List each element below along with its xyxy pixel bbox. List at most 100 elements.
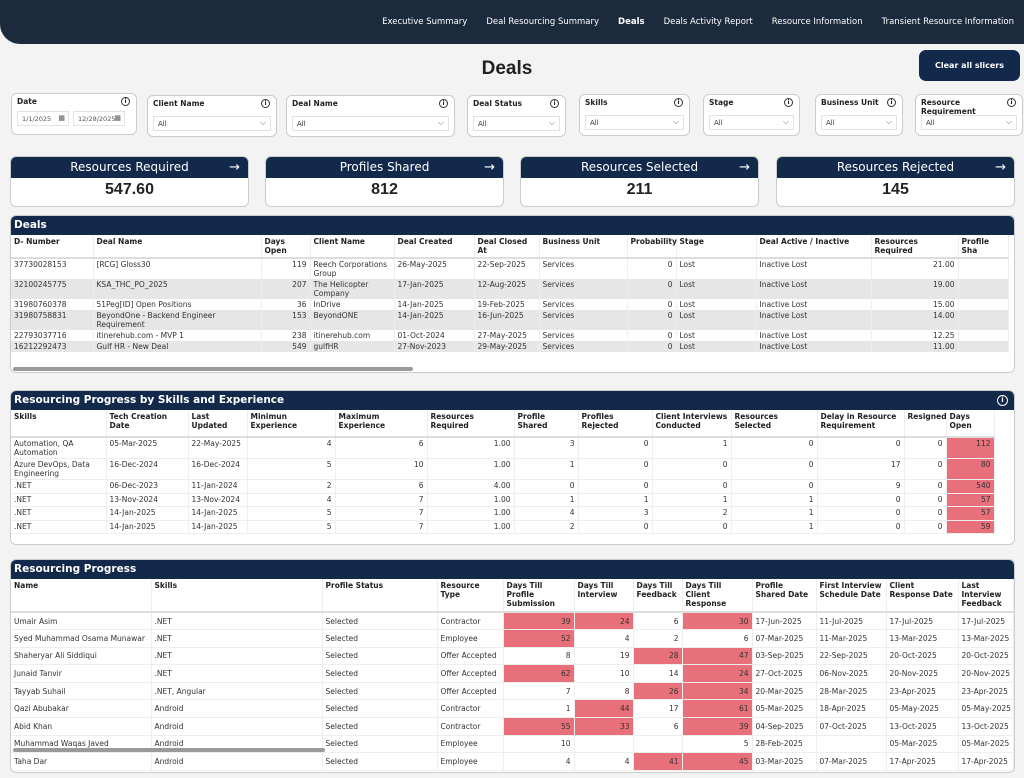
table-row[interactable]: .NET 13-Nov-2024 13-Nov-2024 4 7 1.00 1 1 1 1 0 0 57 [11, 493, 995, 507]
horizontal-scrollbar[interactable] [13, 367, 413, 371]
column-header[interactable]: Skills [11, 410, 107, 438]
table-cell: 0 [627, 310, 677, 330]
column-header[interactable]: Client Name [310, 235, 395, 259]
column-header[interactable]: Days Till Profile Submission [503, 579, 575, 613]
column-header[interactable]: Deal Active / Inactive [756, 235, 872, 259]
table-cell: Contractor [437, 717, 504, 736]
table-row[interactable]: Abid Khan Android Selected Contractor 55 33 6 3… [11, 717, 1014, 736]
column-header[interactable]: Days Till Client Response [682, 579, 753, 613]
column-header[interactable]: Maximum Experience [335, 410, 428, 438]
column-header[interactable]: Probability [627, 235, 677, 259]
table-cell: 14 [633, 664, 683, 683]
nav-tab[interactable]: Transient Resource Information [881, 17, 1014, 27]
column-header[interactable]: Resources Required [427, 410, 515, 438]
info-icon[interactable]: i [887, 98, 896, 107]
column-header[interactable]: First Interview Schedule Date [816, 579, 887, 613]
table-row[interactable]: Taha Dar Android Selected Employee 4 4 41 45 03-… [11, 752, 1014, 771]
column-header[interactable]: Stage [676, 235, 757, 259]
filter-dropdown[interactable]: All ⌵ [821, 115, 897, 130]
nav-tab[interactable]: Executive Summary [382, 17, 468, 27]
table-row[interactable]: Junaid Tanvir .NET Selected Offer Accepted 6… [11, 664, 1014, 683]
info-icon[interactable]: i [550, 99, 559, 108]
column-header[interactable]: Days Open [261, 235, 311, 259]
column-header[interactable]: Deal Closed At [474, 235, 540, 259]
info-icon[interactable]: i [784, 98, 793, 107]
info-icon[interactable]: i [674, 98, 683, 107]
nav-tab[interactable]: Deals Activity Report [663, 17, 753, 27]
table-row[interactable]: .NET 14-Jan-2025 14-Jan-2025 5 7 1.00 2 0 0 1 0 0 59 [11, 520, 995, 534]
filter-dropdown[interactable]: All ⌵ [709, 115, 794, 130]
column-header[interactable]: Client Response Date [886, 579, 959, 613]
column-header[interactable]: Days Till Feedback [633, 579, 683, 613]
column-header[interactable]: Days Till Interview [574, 579, 634, 613]
date-to-input[interactable]: 12/28/2025 ▦ [73, 111, 125, 126]
arrow-right-icon[interactable]: → [484, 160, 495, 175]
filter-dropdown[interactable]: All ⌵ [153, 116, 271, 131]
clear-all-slicers-button[interactable]: Clear all slicers [919, 50, 1020, 81]
filter-dropdown[interactable]: All ⌵ [292, 116, 449, 131]
column-header[interactable]: Minimun Experience [247, 410, 336, 438]
column-header[interactable]: Last Updated [188, 410, 248, 438]
column-header[interactable]: Client Interviews Conducted [652, 410, 732, 438]
table-row[interactable]: Tayyab Suhail .NET, Angular Selected Offer … [11, 682, 1014, 701]
calendar-icon[interactable]: ▦ [114, 114, 121, 122]
column-header[interactable]: Tech Creation Date [106, 410, 189, 438]
column-header[interactable]: Deal Name [93, 235, 262, 259]
horizontal-scrollbar[interactable] [13, 748, 325, 752]
column-header[interactable]: Profile Shared [514, 410, 579, 438]
column-header[interactable]: Resource Type [437, 579, 504, 613]
nav-tab[interactable]: Deals [618, 17, 645, 27]
info-icon[interactable]: i [1007, 98, 1016, 107]
table-cell: 1 [731, 520, 818, 534]
table-cell: 52 [503, 629, 575, 648]
table-row[interactable]: Qazi Abubakar Android Selected Contractor 1 4… [11, 699, 1014, 719]
filter-dropdown[interactable]: All ⌵ [585, 115, 684, 130]
nav-tab[interactable]: Resource Information [771, 17, 863, 27]
nav-tab[interactable]: Deal Resourcing Summary [486, 17, 600, 27]
column-header[interactable]: Profile Sha [958, 235, 1009, 259]
column-header[interactable]: Skills [151, 579, 323, 613]
table-row[interactable]: 22793037716 itinerehub.com - MVP 1 238 itin… [11, 330, 1009, 341]
table-row[interactable]: .NET 06-Dec-2023 11-Jan-2024 2 6 4.00 0 0 0 0 9 0 54… [11, 479, 995, 494]
filter-dropdown[interactable]: All ⌵ [921, 115, 1017, 130]
info-icon[interactable]: i [261, 99, 270, 108]
table-row[interactable]: 16212292473 Gulf HR - New Deal 549 gulfHR 27… [11, 341, 1009, 352]
column-header[interactable]: D- Number [11, 235, 94, 259]
skills-progress-title: Resourcing Progress by Skills and Experi… [14, 394, 285, 406]
column-header[interactable]: Resigned [904, 410, 947, 438]
arrow-right-icon[interactable]: → [229, 160, 240, 175]
column-header[interactable]: Business Unit [539, 235, 628, 259]
table-row[interactable]: 37730028153 [RCG] Gloss30 119 Reech Corpora… [11, 258, 1009, 279]
info-icon[interactable]: i [121, 97, 130, 106]
column-header[interactable]: Deal Created [394, 235, 475, 259]
table-row[interactable]: Syed Muhammad Osama Munawar .NET Selected E… [11, 629, 1014, 648]
column-header[interactable]: Profile Shared Date [752, 579, 817, 613]
column-header[interactable]: Profile Status [322, 579, 438, 613]
table-row[interactable]: 32100245775 KSA_THC_PO_2025 207 The Helicop… [11, 279, 1009, 299]
table-row[interactable]: Automation, QA Automation 05-Mar-2025 22-M… [11, 437, 995, 459]
table-row[interactable]: 31980758831 BeyondOne - Backend Engineer … [11, 310, 1009, 330]
column-header[interactable]: Last Interview Feedback [958, 579, 1014, 613]
column-header[interactable]: Profiles Rejected [578, 410, 653, 438]
filter-dropdown[interactable]: All ⌵ [473, 116, 560, 131]
column-header[interactable]: Name [11, 579, 152, 613]
table-cell: 207 [261, 279, 311, 299]
arrow-right-icon[interactable]: → [995, 160, 1006, 175]
table-cell: 13-Oct-2025 [886, 717, 959, 736]
table-row[interactable]: 31980760378 51Peg[ID] Open Positions 36 InD… [11, 299, 1009, 310]
info-icon[interactable]: i [997, 395, 1008, 406]
table-cell: Services [539, 330, 628, 341]
date-from-input[interactable]: 1/1/2025 ▦ [17, 111, 69, 126]
table-row[interactable]: Umair Asim .NET Selected Contractor 39 24 6 30 1… [11, 612, 1014, 631]
column-header[interactable]: Delay in Resource Requirement [817, 410, 905, 438]
column-header[interactable]: Days Open [946, 410, 995, 438]
arrow-right-icon[interactable]: → [739, 160, 750, 175]
kpi-value: 145 [882, 181, 909, 198]
table-row[interactable]: Azure DevOps, Data Engineering 16-Dec-202… [11, 458, 995, 480]
table-row[interactable]: .NET 14-Jan-2025 14-Jan-2025 5 7 1.00 4 3 2 1 0 0 57 [11, 506, 995, 521]
table-row[interactable]: Shaheryar Ali Siddiqui .NET Selected Offer … [11, 647, 1014, 666]
column-header[interactable]: Resources Selected [731, 410, 818, 438]
info-icon[interactable]: i [439, 99, 448, 108]
calendar-icon[interactable]: ▦ [58, 114, 65, 122]
column-header[interactable]: Resources Required [871, 235, 959, 259]
